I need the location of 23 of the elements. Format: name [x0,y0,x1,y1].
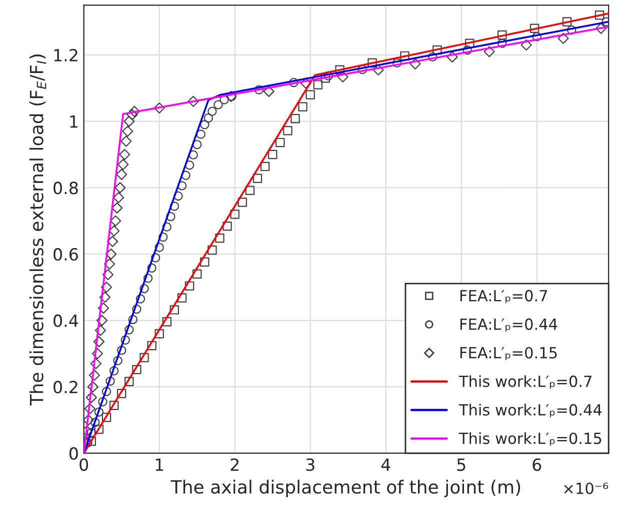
x-axis-title: The axial displacement of the joint (m) [170,480,520,498]
x-tick-label: 6 [532,458,542,471]
y-tick-label: 0.2 [54,380,78,394]
x-tick-label: 3 [306,458,314,471]
y-tick-label: 1 [70,115,78,128]
legend-label: FEA:L′ₚ=0.15 [460,346,557,360]
legend-label: FEA:L′ₚ=0.44 [460,318,558,332]
text: ×10⁻⁶ [564,482,608,494]
y-tick-label: 0.8 [54,182,78,194]
legend-label: FEA:L′ₚ=0.7 [460,290,548,304]
x-tick-label: 4 [381,458,390,471]
y-tick-label: 0.4 [54,314,78,328]
y-tick-label: 0.6 [54,248,78,261]
legend-label: This work:L′ₚ=0.44 [458,404,602,418]
legend-label: This work:L′ₚ=0.7 [458,375,592,389]
y-tick-label: 0 [69,447,78,460]
x-tick-label: 2 [230,458,238,471]
y-tick-label: 1.2 [54,48,78,62]
legend-label: This work:L′ₚ=0.15 [458,432,602,446]
x-tick-label: 1 [156,458,164,471]
x-tick-label: 0 [80,458,88,471]
y-axis-title: The dimensionless external load (F$_{E}$/F$_{I}$) [29,54,46,406]
x-tick-label: 5 [457,458,466,471]
